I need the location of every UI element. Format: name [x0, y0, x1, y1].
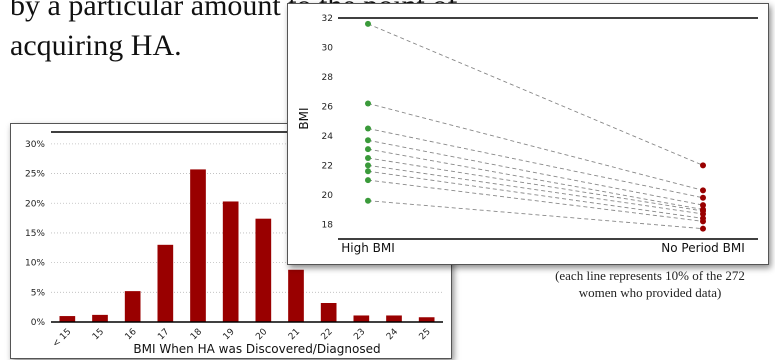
- connector-line: [367, 103, 704, 191]
- histogram-bar: [288, 269, 304, 322]
- slide-text-line: acquiring HA.: [10, 29, 182, 62]
- chart-caption: (each line represents 10% of the 272 wom…: [555, 268, 745, 300]
- histogram-bar: [222, 201, 239, 322]
- histogram-bar: [353, 315, 370, 322]
- x-tick-label: < 15: [51, 327, 74, 350]
- y-tick-label: 20%: [25, 199, 45, 209]
- histogram-bar: [320, 303, 337, 322]
- connector-line: [367, 164, 704, 215]
- bmi-slope-chart: 18 20 22 24 26 28 30 32 High BMI No Period BMI BMI: [297, 14, 758, 255]
- y-tick-label: 5%: [31, 288, 46, 298]
- connector-line: [367, 170, 704, 219]
- histogram-bar: [190, 169, 206, 322]
- x-tick-label: No Period BMI: [661, 241, 745, 255]
- histogram-bar: [255, 218, 272, 322]
- no-period-bmi-point: [700, 194, 706, 201]
- high-bmi-point: [365, 197, 371, 204]
- high-bmi-point: [365, 162, 371, 169]
- y-tick-label: 10%: [25, 259, 45, 269]
- high-bmi-point: [365, 177, 371, 184]
- no-period-bmi-point: [700, 225, 706, 232]
- connector-line: [367, 148, 704, 210]
- bmi-histogram-panel: 0% 5% 10% 15% 20% 25% 30% < 15 15 16 17 18 19 20 21 22 2…: [10, 123, 452, 359]
- y-tick-label: 30%: [25, 140, 45, 150]
- connector-line: [367, 128, 704, 199]
- histogram-bar: [386, 315, 402, 322]
- histogram-bar: [59, 316, 76, 322]
- histogram-bar: [124, 291, 141, 322]
- high-bmi-point: [365, 168, 371, 175]
- y-tick-label: 22: [322, 161, 333, 171]
- y-tick-label: 24: [322, 132, 334, 142]
- x-tick-label: 19: [222, 327, 237, 342]
- x-tick-label: 23: [352, 327, 367, 342]
- x-tick-label: High BMI: [341, 241, 395, 255]
- no-period-bmi-point: [700, 218, 706, 225]
- connector-line: [367, 157, 704, 212]
- no-period-bmi-point: [700, 202, 706, 209]
- x-tick-label: 18: [189, 327, 204, 342]
- x-tick-label: 20: [254, 327, 269, 342]
- x-tick-label: 17: [156, 327, 171, 342]
- high-bmi-point: [365, 146, 371, 153]
- x-tick-label: 25: [418, 327, 433, 342]
- y-tick-label: 25%: [25, 170, 45, 180]
- high-bmi-point: [365, 100, 371, 107]
- high-bmi-point: [365, 20, 371, 27]
- y-axis-title: BMI: [297, 107, 311, 129]
- bmi-slope-panel: 18 20 22 24 26 28 30 32 High BMI No Period BMI BMI: [287, 3, 769, 265]
- x-tick-label: 24: [385, 327, 400, 342]
- x-tick-label: 16: [124, 327, 139, 342]
- y-tick-label: 28: [322, 73, 334, 83]
- no-period-bmi-point: [700, 162, 706, 169]
- y-tick-label: 26: [322, 102, 334, 112]
- y-tick-label: 18: [322, 220, 334, 230]
- x-tick-label: 15: [91, 327, 106, 342]
- connector-line: [367, 179, 704, 222]
- connector-line: [367, 200, 704, 230]
- y-tick-label: 30: [322, 43, 334, 53]
- histogram-bar: [418, 317, 435, 322]
- no-period-bmi-point: [700, 210, 706, 217]
- high-bmi-point: [365, 137, 371, 144]
- bmi-histogram-chart: 0% 5% 10% 15% 20% 25% 30% < 15 15 16 17 18 19 20 21 22 2…: [25, 131, 443, 356]
- connector-line: [367, 139, 704, 206]
- y-tick-label: 20: [322, 191, 334, 201]
- high-bmi-point: [365, 154, 371, 161]
- histogram-bar: [92, 314, 108, 322]
- high-bmi-point: [365, 125, 371, 132]
- no-period-bmi-point: [700, 187, 706, 194]
- x-axis-title: BMI When HA was Discovered/Diagnosed: [133, 342, 380, 356]
- x-tick-label: 22: [320, 327, 335, 342]
- x-tick-label: 21: [287, 327, 302, 342]
- y-tick-label: 0%: [31, 318, 46, 328]
- connector-line: [367, 23, 704, 166]
- histogram-bar: [157, 244, 174, 322]
- y-tick-label: 32: [322, 14, 333, 24]
- y-tick-label: 15%: [25, 229, 45, 239]
